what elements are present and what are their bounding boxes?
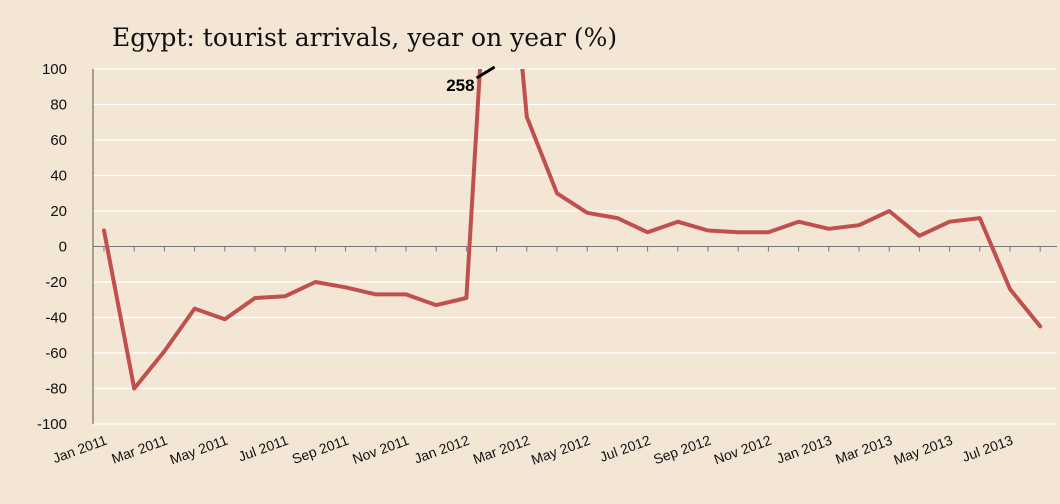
y-tick-label: -20: [45, 274, 67, 291]
chart-title: Egypt: tourist arrivals, year on year (%…: [112, 23, 617, 52]
annotation-pointer: [475, 65, 496, 80]
annotations: 258: [446, 65, 496, 95]
y-tick-label: 100: [42, 61, 67, 78]
y-axis-ticks: 100 80 60 40 20 0 -20 -40 -60 -80 -100: [37, 61, 67, 433]
grid: [93, 68, 1057, 425]
y-tick-label: 0: [59, 239, 67, 256]
y-tick-label: -100: [37, 416, 67, 433]
y-tick-label: -60: [45, 345, 67, 362]
y-tick-label: 40: [50, 168, 67, 185]
y-tick-label: 80: [50, 97, 67, 114]
y-tick-label: -80: [45, 381, 67, 398]
y-tick-label: 60: [50, 132, 67, 149]
y-tick-label: -40: [45, 310, 67, 327]
series-line: [102, 69, 1043, 391]
annotation-label: 258: [446, 76, 474, 95]
series: [102, 69, 1043, 391]
axes: [92, 69, 1057, 424]
y-tick-label: 20: [50, 203, 67, 220]
